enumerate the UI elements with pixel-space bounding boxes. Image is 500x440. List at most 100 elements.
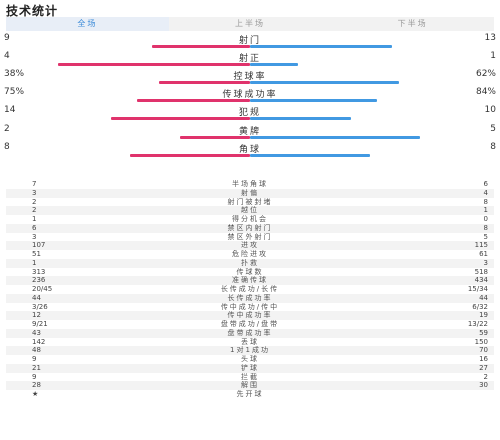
- away-value: 434: [474, 276, 488, 285]
- home-bar: [130, 154, 250, 157]
- stat-label: 准确传球: [232, 276, 268, 285]
- home-value: 9: [32, 355, 37, 363]
- table-row: 6 禁区内射门 8: [6, 223, 494, 233]
- home-value: 313: [32, 267, 46, 276]
- stat-label: 长传成功率: [227, 293, 273, 302]
- stat-label: 射门被封堵: [227, 197, 273, 206]
- table-row: 1 扑救 3: [6, 258, 494, 268]
- table-row: 9/21 盘带成功/盘带 13/22: [6, 320, 494, 329]
- home-value: 107: [32, 241, 46, 250]
- table-row: 1 得分机会 0: [6, 215, 494, 224]
- away-value: 5: [490, 124, 496, 134]
- stat-label: 传中成功/传中: [220, 302, 280, 311]
- stat-label: 盘带成功/盘带: [220, 320, 280, 328]
- table-row: 7 半场角球 6: [6, 180, 494, 189]
- tab-first-half[interactable]: 上半场: [168, 17, 332, 31]
- stat-label: 犯规: [238, 108, 261, 118]
- home-value: 2: [32, 197, 37, 206]
- away-value: 115: [474, 241, 488, 250]
- away-value: 6/32: [472, 302, 488, 311]
- table-row: 21 铲球 27: [6, 363, 494, 373]
- table-row: 9 拦截 2: [6, 373, 494, 382]
- stat-label: 越位: [241, 206, 259, 215]
- home-value: 2: [4, 124, 10, 134]
- home-bar: [58, 63, 250, 66]
- home-value: 1: [32, 215, 37, 223]
- home-value: 3/26: [32, 302, 48, 311]
- home-bar: [159, 81, 250, 84]
- table-row: 3/26 传中成功/传中 6/32: [6, 303, 494, 312]
- away-bar: [250, 136, 420, 139]
- home-value: 1: [32, 258, 37, 267]
- stat-label: 射正: [238, 54, 261, 64]
- home-value: 3: [32, 188, 37, 197]
- stat-label: 得分机会: [232, 215, 268, 223]
- away-value: 5: [483, 232, 488, 241]
- table-row: 3 禁区外射门 5: [6, 233, 494, 242]
- away-value: 10: [484, 105, 496, 115]
- home-value: 8: [4, 142, 10, 152]
- home-value: 28: [32, 381, 41, 390]
- table-row: 9 头球 16: [6, 355, 494, 364]
- away-value: 62%: [475, 69, 496, 79]
- stat-row: 2 黄牌 5: [0, 124, 500, 146]
- away-value: 2: [483, 372, 488, 381]
- stat-row: 14 犯规 10: [0, 105, 500, 127]
- stat-row: 8 角球 8: [0, 142, 500, 164]
- stat-label: 传球成功率: [222, 90, 278, 100]
- away-value: 8: [490, 142, 496, 152]
- away-value: 44: [479, 293, 488, 302]
- home-value: 4: [4, 51, 10, 61]
- stat-label: 传球数: [236, 267, 264, 276]
- stat-label: 拦截: [241, 372, 259, 381]
- table-row: 51 危险进攻 61: [6, 250, 494, 259]
- tab-second-half[interactable]: 下半场: [331, 17, 495, 31]
- table-row: 44 长传成功率 44: [6, 293, 494, 303]
- home-bar: [137, 99, 250, 102]
- away-value: 61: [479, 250, 488, 258]
- home-value: 43: [32, 328, 41, 337]
- period-tabs: 全场 上半场 下半场: [6, 17, 495, 31]
- table-row: 2 越位 1: [6, 206, 494, 215]
- home-value: 21: [32, 363, 41, 372]
- home-value: 12: [32, 311, 41, 320]
- home-value: 9: [4, 33, 10, 43]
- home-value: 14: [4, 105, 16, 115]
- stat-label: 丢球: [241, 337, 259, 346]
- away-value: 0: [483, 215, 488, 223]
- stat-label: 解围: [241, 381, 259, 390]
- home-value: ★: [32, 390, 39, 398]
- stat-label: 1对1成功: [230, 346, 270, 355]
- away-value: 59: [479, 328, 488, 337]
- table-row: 2 射门被封堵 8: [6, 198, 494, 207]
- stat-label: 危险进攻: [232, 250, 268, 258]
- stat-label: 进攻: [241, 241, 259, 250]
- home-value: 236: [32, 276, 46, 285]
- home-value: 6: [32, 223, 37, 232]
- stat-row: 75% 传球成功率 84%: [0, 87, 500, 109]
- stat-row: 38% 控球率 62%: [0, 69, 500, 91]
- away-value: 518: [474, 267, 488, 276]
- table-row: 313 传球数 518: [6, 268, 494, 277]
- away-value: 15/34: [467, 285, 488, 293]
- stat-label: 盘带成功率: [227, 328, 273, 337]
- tab-full-match[interactable]: 全场: [6, 17, 169, 31]
- table-row: 3 射偏 4: [6, 188, 494, 198]
- table-row: 107 进攻 115: [6, 241, 494, 250]
- away-value: 30: [479, 381, 488, 390]
- away-bar: [250, 117, 351, 120]
- home-value: 142: [32, 337, 46, 346]
- stat-label: 铲球: [241, 363, 259, 372]
- table-row: 48 1对1成功 70: [6, 346, 494, 355]
- away-bar: [250, 63, 298, 66]
- away-value: 70: [479, 346, 488, 355]
- stat-label: 半场角球: [232, 180, 268, 188]
- away-value: 150: [474, 337, 488, 346]
- away-value: 1: [490, 51, 496, 61]
- home-value: 2: [32, 206, 37, 215]
- stat-label: 传中成功率: [227, 311, 273, 320]
- home-bar: [180, 136, 250, 139]
- home-value: 7: [32, 180, 37, 188]
- home-value: 75%: [4, 87, 25, 97]
- detail-stats-table: 7 半场角球 6 3 射偏 4 2 射门被封堵 8 2 越位 1 1 得分机会 0 6 禁区内射门 8 3 禁区外射门…: [6, 180, 494, 399]
